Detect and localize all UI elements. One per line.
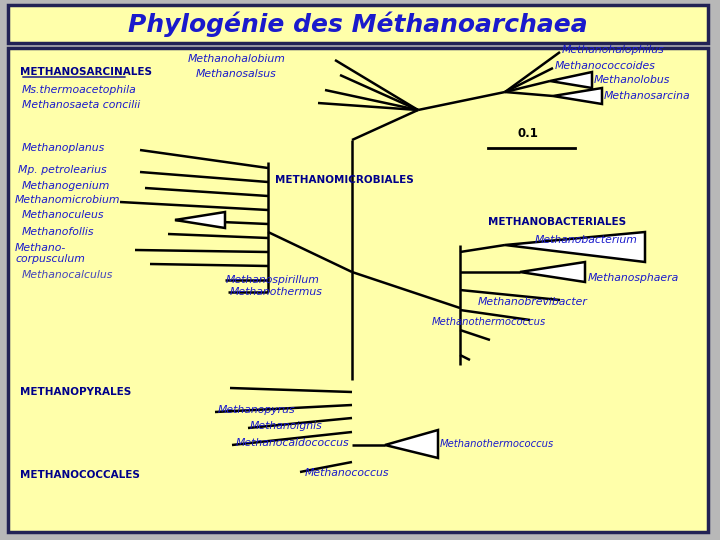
Text: Methanosalsus: Methanosalsus [196, 69, 276, 79]
Text: METHANOSARCINALES: METHANOSARCINALES [20, 67, 152, 77]
Text: Methanocaldococcus: Methanocaldococcus [236, 438, 350, 448]
Text: Methano-: Methano- [15, 243, 66, 253]
Text: Methanomicrobium: Methanomicrobium [15, 195, 120, 205]
Text: METHANOMICROBIALES: METHANOMICROBIALES [275, 175, 414, 185]
Text: Methanoculeus: Methanoculeus [22, 210, 104, 220]
Polygon shape [520, 262, 585, 282]
Text: Methanococcoides: Methanococcoides [555, 61, 656, 71]
Text: METHANOBACTERIALES: METHANOBACTERIALES [488, 217, 626, 227]
Text: Methanoignis: Methanoignis [250, 421, 323, 431]
Text: METHANOCOCCALES: METHANOCOCCALES [20, 470, 140, 480]
FancyBboxPatch shape [8, 48, 708, 532]
Text: Methanobacterium: Methanobacterium [535, 235, 638, 245]
Text: Methanothermus: Methanothermus [230, 287, 323, 297]
Text: 0.1: 0.1 [518, 127, 539, 140]
Text: Methanocalculus: Methanocalculus [22, 270, 113, 280]
Polygon shape [385, 430, 438, 458]
Text: Methanosaeta concilii: Methanosaeta concilii [22, 100, 140, 110]
Text: METHANOPYRALES: METHANOPYRALES [20, 387, 131, 397]
Text: Methanohalophilus: Methanohalophilus [562, 45, 665, 55]
Text: corpusculum: corpusculum [15, 254, 85, 264]
Text: Methanohalobium: Methanohalobium [188, 54, 286, 64]
Text: Methanosphaera: Methanosphaera [588, 273, 679, 283]
Polygon shape [553, 88, 602, 104]
Polygon shape [505, 232, 645, 262]
Text: Methanococcus: Methanococcus [305, 468, 390, 478]
Text: Methanobrevibacter: Methanobrevibacter [478, 297, 588, 307]
Text: Methanolobus: Methanolobus [594, 75, 670, 85]
Text: Phylogénie des Méthanoarchaea: Phylogénie des Méthanoarchaea [128, 11, 588, 37]
Polygon shape [550, 72, 592, 88]
Text: Methanoplanus: Methanoplanus [22, 143, 105, 153]
Text: Methanothermococcus: Methanothermococcus [440, 439, 554, 449]
Text: Methanospirillum: Methanospirillum [226, 275, 320, 285]
Text: Methanosarcina: Methanosarcina [604, 91, 690, 101]
Text: Methanogenium: Methanogenium [22, 181, 110, 191]
Text: Methanothermococcus: Methanothermococcus [432, 317, 546, 327]
Polygon shape [175, 212, 225, 228]
Text: Mp. petrolearius: Mp. petrolearius [18, 165, 107, 175]
Text: Methanopyrus: Methanopyrus [218, 405, 296, 415]
Text: Ms.thermoacetophila: Ms.thermoacetophila [22, 85, 137, 95]
FancyBboxPatch shape [8, 5, 708, 43]
Text: Methanofollis: Methanofollis [22, 227, 94, 237]
